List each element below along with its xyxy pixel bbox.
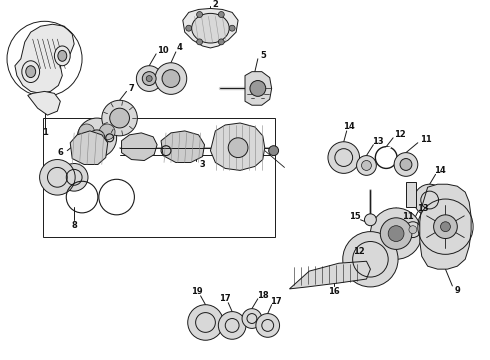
Ellipse shape <box>26 66 36 77</box>
Polygon shape <box>183 8 238 48</box>
Text: 15: 15 <box>349 212 361 221</box>
Text: 11: 11 <box>420 135 432 144</box>
Circle shape <box>89 142 105 158</box>
Circle shape <box>77 118 117 158</box>
Text: 17: 17 <box>220 294 231 303</box>
Text: 8: 8 <box>71 221 77 230</box>
Circle shape <box>110 108 129 128</box>
Ellipse shape <box>54 46 70 66</box>
Circle shape <box>250 81 266 96</box>
Text: 9: 9 <box>454 286 460 295</box>
Text: 19: 19 <box>191 287 202 296</box>
Circle shape <box>388 226 404 242</box>
Circle shape <box>434 215 457 239</box>
Circle shape <box>196 12 202 18</box>
Circle shape <box>188 305 223 340</box>
Text: 4: 4 <box>177 44 183 53</box>
Circle shape <box>60 163 88 191</box>
Circle shape <box>394 153 418 176</box>
Circle shape <box>102 100 137 136</box>
FancyBboxPatch shape <box>406 182 416 207</box>
Text: 18: 18 <box>257 291 269 300</box>
Circle shape <box>405 222 421 238</box>
Polygon shape <box>290 261 370 289</box>
Ellipse shape <box>192 13 229 43</box>
Circle shape <box>228 138 248 158</box>
Text: 13: 13 <box>372 137 384 146</box>
Polygon shape <box>161 131 204 162</box>
Circle shape <box>186 25 192 31</box>
Circle shape <box>242 309 262 328</box>
Ellipse shape <box>58 50 67 61</box>
Circle shape <box>136 66 162 91</box>
Circle shape <box>357 156 376 175</box>
Text: 6: 6 <box>57 148 63 157</box>
Text: 13: 13 <box>417 204 429 213</box>
Circle shape <box>400 158 412 170</box>
Circle shape <box>40 159 75 195</box>
Text: 7: 7 <box>128 84 134 93</box>
Text: 2: 2 <box>213 0 219 9</box>
Circle shape <box>269 146 279 156</box>
Circle shape <box>365 214 376 226</box>
Circle shape <box>142 72 156 85</box>
Text: 12: 12 <box>394 130 406 139</box>
Polygon shape <box>245 72 271 105</box>
Text: 12: 12 <box>353 247 365 256</box>
Circle shape <box>146 76 152 81</box>
Polygon shape <box>122 133 157 161</box>
Circle shape <box>89 130 105 146</box>
Circle shape <box>414 184 445 216</box>
Text: 3: 3 <box>199 160 205 169</box>
Circle shape <box>229 25 235 31</box>
Text: 11: 11 <box>402 212 414 221</box>
Text: 17: 17 <box>270 297 281 306</box>
Circle shape <box>256 314 280 337</box>
Ellipse shape <box>22 61 40 82</box>
Circle shape <box>441 222 450 231</box>
Circle shape <box>343 231 398 287</box>
Polygon shape <box>15 24 74 93</box>
Circle shape <box>99 124 115 140</box>
Polygon shape <box>420 184 471 269</box>
Circle shape <box>362 161 371 170</box>
Text: 1: 1 <box>42 129 48 138</box>
Circle shape <box>196 39 202 45</box>
Circle shape <box>370 208 422 259</box>
Text: 14: 14 <box>434 166 445 175</box>
Text: 14: 14 <box>343 122 355 131</box>
Text: 16: 16 <box>328 287 340 296</box>
Circle shape <box>155 63 187 94</box>
Circle shape <box>380 218 412 249</box>
Polygon shape <box>70 131 108 165</box>
Circle shape <box>162 70 180 87</box>
Circle shape <box>409 226 417 234</box>
Polygon shape <box>28 91 60 115</box>
Circle shape <box>219 312 246 339</box>
Circle shape <box>79 124 95 140</box>
Text: 10: 10 <box>157 46 169 55</box>
Circle shape <box>219 12 224 18</box>
Polygon shape <box>210 123 265 170</box>
Circle shape <box>328 142 360 174</box>
Circle shape <box>219 39 224 45</box>
Text: 5: 5 <box>261 51 267 60</box>
